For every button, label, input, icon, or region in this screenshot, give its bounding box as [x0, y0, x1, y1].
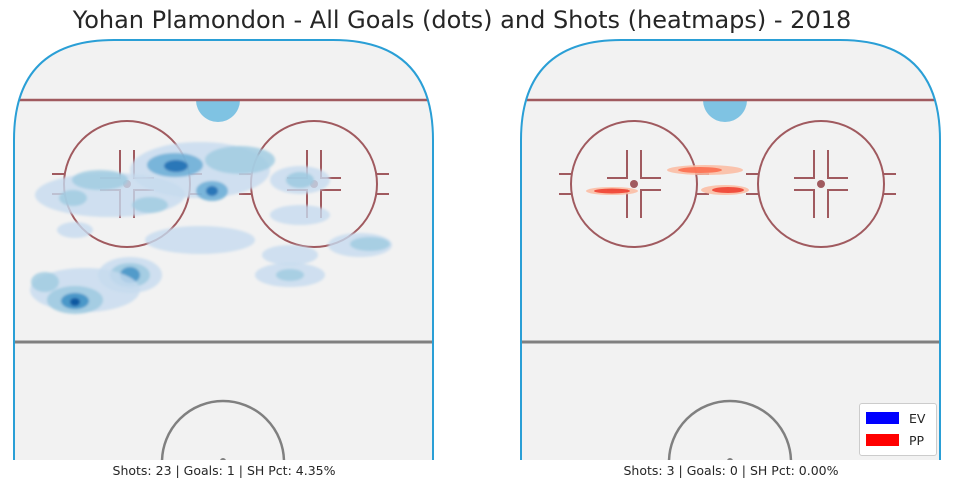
faceoff-dot-right-2 [817, 180, 825, 188]
legend-label-ev: EV [909, 410, 926, 426]
rink-right [520, 39, 941, 460]
center-circle-left [160, 399, 286, 460]
center-dot-left [220, 458, 226, 460]
center-circle-right [667, 399, 793, 460]
legend-entry-pp: PP [866, 432, 924, 448]
legend-label-pp: PP [909, 432, 925, 448]
faceoff-circle-right-1 [559, 120, 709, 248]
faceoff-dot-right-1 [630, 180, 638, 188]
legend-swatch-pp [866, 434, 899, 446]
boards-left [13, 39, 434, 460]
panel-caption-ev: Shots: 23 | Goals: 1 | SH Pct: 4.35% [112, 463, 336, 478]
heatmap-pp [586, 165, 749, 195]
boards-right [520, 39, 941, 460]
legend: EV PP [859, 403, 937, 456]
legend-swatch-ev [866, 412, 899, 424]
center-dot-right [727, 458, 733, 460]
ice-surface-right [521, 40, 940, 460]
goal-crease-right [703, 100, 747, 122]
rink-left [13, 39, 434, 460]
faceoff-circle-right-2 [746, 120, 896, 248]
heatmap-ev [30, 142, 392, 314]
goal-crease-left [196, 100, 240, 122]
chart-title: Yohan Plamondon - All Goals (dots) and S… [72, 6, 852, 34]
panel-caption-pp: Shots: 3 | Goals: 0 | SH Pct: 0.00% [623, 463, 839, 478]
legend-entry-ev: EV [866, 410, 925, 426]
